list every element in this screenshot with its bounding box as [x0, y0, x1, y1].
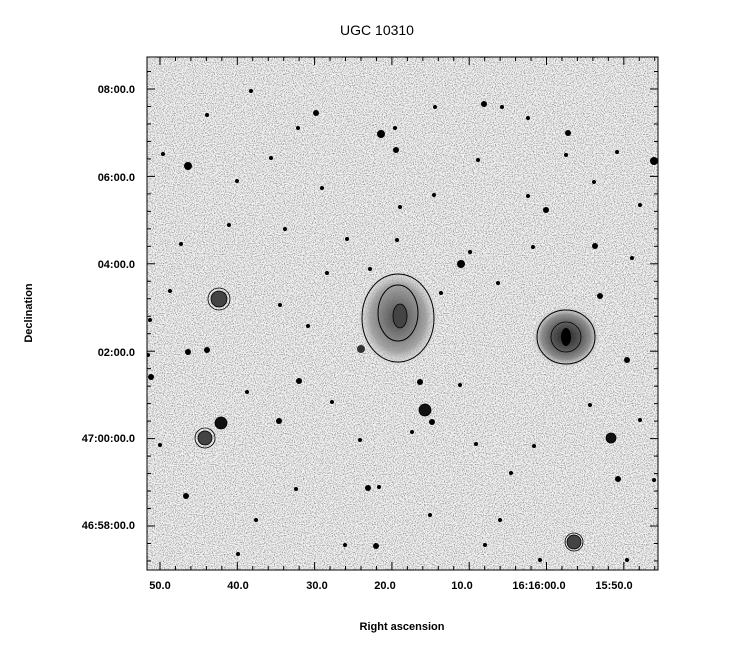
x-axis-title: Right ascension	[360, 621, 445, 633]
x-tick-label: 16:16:00.0	[512, 580, 565, 592]
y-tick-label: 08:00.0	[98, 84, 135, 96]
y-axis-tick-labels: 08:00.0 06:00.0 04:00.0 02:00.0 47:00:00…	[82, 84, 135, 532]
x-tick-label: 10.0	[451, 580, 472, 592]
field-stars	[147, 89, 658, 562]
x-tick-label: 30.0	[306, 580, 327, 592]
galaxy-companion	[533, 307, 599, 367]
galaxy-ugc10310	[357, 270, 438, 366]
x-axis-tick-labels: 50.0 40.0 30.0 20.0 10.0 16:16:00.0 15:5…	[149, 580, 632, 592]
x-tick-label: 50.0	[149, 580, 170, 592]
y-tick-label: 47:00:00.0	[82, 433, 135, 445]
y-axis-title: Declination	[23, 283, 35, 343]
y-tick-label: 06:00.0	[98, 172, 135, 184]
y-tick-label: 02:00.0	[98, 347, 135, 359]
x-tick-label: 40.0	[227, 580, 248, 592]
x-tick-label: 20.0	[374, 580, 395, 592]
image-title: UGC 10310	[340, 22, 414, 38]
bright-stars	[194, 287, 617, 552]
y-tick-label: 46:58:00.0	[82, 520, 135, 532]
plot-frame	[146, 56, 659, 571]
y-tick-label: 04:00.0	[98, 259, 135, 271]
axis-ticks	[147, 57, 658, 570]
sky-image	[147, 57, 658, 570]
x-tick-label: 15:50.0	[595, 580, 632, 592]
